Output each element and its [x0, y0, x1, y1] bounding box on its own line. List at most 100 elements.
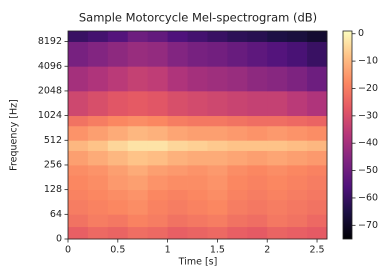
heatmap-cell — [307, 116, 327, 127]
heatmap-cell — [188, 126, 208, 141]
heatmap-cell — [227, 175, 247, 190]
heatmap-cell — [108, 190, 128, 201]
colorbar-tick-label: −40 — [358, 138, 378, 149]
heatmap-cell — [88, 42, 108, 67]
x-tick-label: 0.5 — [110, 245, 125, 256]
heatmap-cell — [247, 227, 267, 240]
heatmap-cell — [307, 151, 327, 166]
heatmap-cell — [207, 165, 227, 176]
heatmap-cell — [287, 140, 307, 151]
heatmap-cell — [188, 165, 208, 176]
heatmap-cell — [188, 190, 208, 201]
heatmap-cell — [108, 140, 128, 151]
heatmap-cell — [307, 200, 327, 215]
heatmap-cell — [188, 31, 208, 42]
heatmap-cell — [108, 165, 128, 176]
y-tick-label: 1024 — [38, 110, 62, 121]
heatmap-cell — [207, 140, 227, 151]
heatmap-cell — [88, 116, 108, 127]
x-tick-label: 0 — [65, 245, 71, 256]
heatmap-cell — [68, 116, 88, 127]
heatmap-cell — [128, 66, 148, 91]
heatmap-cell — [148, 227, 168, 240]
heatmap-cell — [287, 126, 307, 141]
heatmap-cell — [247, 116, 267, 127]
heatmap-cell — [247, 190, 267, 201]
heatmap-cell — [188, 66, 208, 91]
heatmap-cell — [168, 66, 188, 91]
heatmap-cell — [267, 175, 287, 190]
y-tick-label: 8192 — [38, 36, 62, 47]
heatmap-cell — [148, 190, 168, 201]
heatmap-cell — [88, 200, 108, 215]
heatmap-cell — [128, 227, 148, 240]
heatmap-cell — [247, 175, 267, 190]
heatmap-cell — [188, 214, 208, 227]
heatmap-cell — [287, 175, 307, 190]
heatmap-cell — [247, 214, 267, 227]
heatmap-cell — [287, 91, 307, 116]
heatmap-cell — [148, 116, 168, 127]
heatmap-cell — [267, 214, 287, 227]
heatmap-cell — [227, 227, 247, 240]
heatmap-cell — [207, 227, 227, 240]
heatmap-cell — [207, 42, 227, 67]
heatmap-cell — [68, 151, 88, 166]
y-tick-label: 512 — [44, 135, 62, 146]
heatmap-cell — [168, 42, 188, 67]
heatmap-cell — [108, 31, 128, 42]
heatmap-cell — [188, 227, 208, 240]
colorbar-tick-label: −70 — [358, 220, 378, 231]
colorbar-tick-label: −30 — [358, 110, 378, 121]
heatmap-cell — [148, 42, 168, 67]
heatmap-cell — [68, 31, 88, 42]
heatmap-cell — [68, 175, 88, 190]
heatmap-cell — [188, 116, 208, 127]
heatmap-cell — [227, 190, 247, 201]
heatmap-cell — [88, 126, 108, 141]
heatmap-cell — [168, 190, 188, 201]
heatmap-cell — [88, 214, 108, 227]
heatmap-cell — [128, 175, 148, 190]
heatmap-cell — [267, 151, 287, 166]
heatmap-cell — [128, 214, 148, 227]
heatmap-cell — [88, 31, 108, 42]
heatmap-cell — [128, 42, 148, 67]
y-tick-label: 2048 — [38, 85, 62, 96]
heatmap-cell — [68, 66, 88, 91]
heatmap-cell — [207, 214, 227, 227]
heatmap-cell — [188, 91, 208, 116]
heatmap-cell — [247, 91, 267, 116]
heatmap-cell — [227, 91, 247, 116]
heatmap-cell — [108, 200, 128, 215]
heatmap-cell — [108, 175, 128, 190]
heatmap-cell — [307, 126, 327, 141]
heatmap-cell — [128, 140, 148, 151]
chart-title: Sample Motorcycle Mel-spectrogram (dB) — [79, 11, 317, 25]
x-axis-label: Time [s] — [178, 257, 218, 268]
heatmap-cell — [128, 151, 148, 166]
heatmap-cell — [148, 91, 168, 116]
heatmap-cell — [287, 165, 307, 176]
y-tick-label: 64 — [50, 209, 62, 220]
heatmap-cell — [207, 190, 227, 201]
heatmap-cell — [307, 42, 327, 67]
heatmap-cell — [287, 151, 307, 166]
heatmap-cell — [207, 116, 227, 127]
heatmap-cell — [88, 66, 108, 91]
heatmap-cell — [247, 151, 267, 166]
heatmap-cell — [267, 200, 287, 215]
y-tick-label: 256 — [44, 159, 62, 170]
heatmap-cell — [227, 214, 247, 227]
heatmap-cell — [168, 200, 188, 215]
heatmap-cell — [88, 140, 108, 151]
heatmap-cell — [108, 116, 128, 127]
heatmap-cell — [188, 151, 208, 166]
heatmap-cell — [168, 116, 188, 127]
heatmap-cell — [128, 165, 148, 176]
heatmap-cell — [168, 91, 188, 116]
heatmap-cell — [307, 140, 327, 151]
heatmap-cell — [207, 200, 227, 215]
heatmap-cell — [108, 42, 128, 67]
y-tick-label: 4096 — [38, 61, 62, 72]
